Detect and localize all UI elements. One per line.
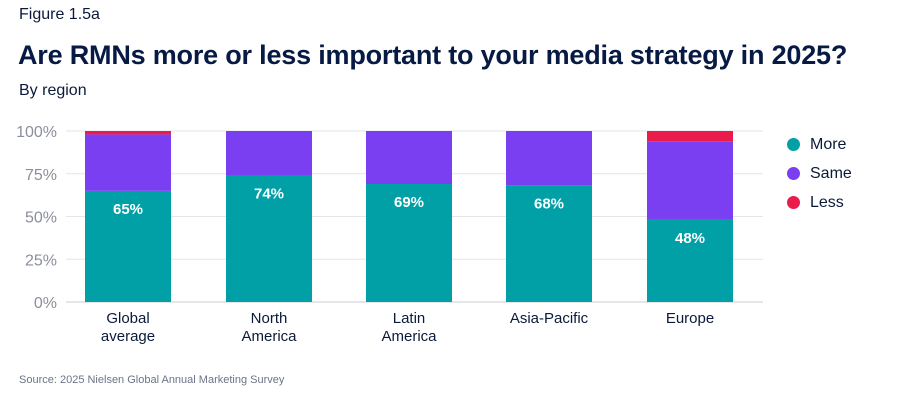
legend-swatch-less bbox=[787, 196, 800, 209]
bar-segment-more bbox=[366, 184, 452, 302]
chart-subtitle: By region bbox=[19, 82, 87, 99]
y-tick-label: 0% bbox=[34, 295, 57, 312]
data-label: 74% bbox=[254, 185, 284, 202]
legend-item-more: More bbox=[787, 130, 852, 159]
bar-segment-more bbox=[85, 190, 171, 302]
data-label: 48% bbox=[675, 230, 705, 247]
legend-label-less: Less bbox=[810, 193, 844, 211]
x-category-label: North bbox=[251, 310, 288, 327]
source-note: Source: 2025 Nielsen Global Annual Marke… bbox=[19, 374, 285, 386]
bar-segment-same bbox=[226, 131, 312, 176]
data-label: 65% bbox=[113, 201, 143, 218]
y-tick-label: 50% bbox=[25, 210, 57, 227]
bar-segment-less bbox=[647, 131, 733, 142]
legend-item-same: Same bbox=[787, 159, 852, 188]
bar-segment-more bbox=[506, 185, 592, 302]
y-tick-label: 100% bbox=[16, 124, 57, 141]
bar-segment-more bbox=[226, 175, 312, 302]
x-category-label: America bbox=[241, 328, 297, 345]
y-tick-label: 75% bbox=[25, 167, 57, 184]
bar-segment-same bbox=[85, 134, 171, 191]
x-category-label: America bbox=[381, 328, 437, 345]
x-category-label: Global bbox=[106, 310, 149, 327]
y-tick-label: 25% bbox=[25, 252, 57, 269]
x-category-label: Asia-Pacific bbox=[510, 310, 589, 327]
legend-item-less: Less bbox=[787, 188, 852, 217]
x-category-label: average bbox=[101, 328, 155, 345]
legend-label-same: Same bbox=[810, 164, 852, 182]
chart-title: Are RMNs more or less important to your … bbox=[18, 40, 848, 70]
legend-label-more: More bbox=[810, 135, 847, 153]
chart-legend: More Same Less bbox=[787, 130, 852, 217]
data-label: 69% bbox=[394, 194, 424, 211]
legend-swatch-same bbox=[787, 167, 800, 180]
x-category-label: Latin bbox=[393, 310, 426, 327]
bar-segment-same bbox=[506, 131, 592, 186]
bar-segment-less bbox=[85, 131, 171, 135]
figure-label: Figure 1.5a bbox=[19, 6, 100, 23]
legend-swatch-more bbox=[787, 138, 800, 151]
bar-segment-same bbox=[647, 141, 733, 220]
bar-segment-same bbox=[366, 131, 452, 185]
data-label: 68% bbox=[534, 196, 564, 213]
bar-segment-more bbox=[647, 219, 733, 302]
x-category-label: Europe bbox=[666, 310, 714, 327]
